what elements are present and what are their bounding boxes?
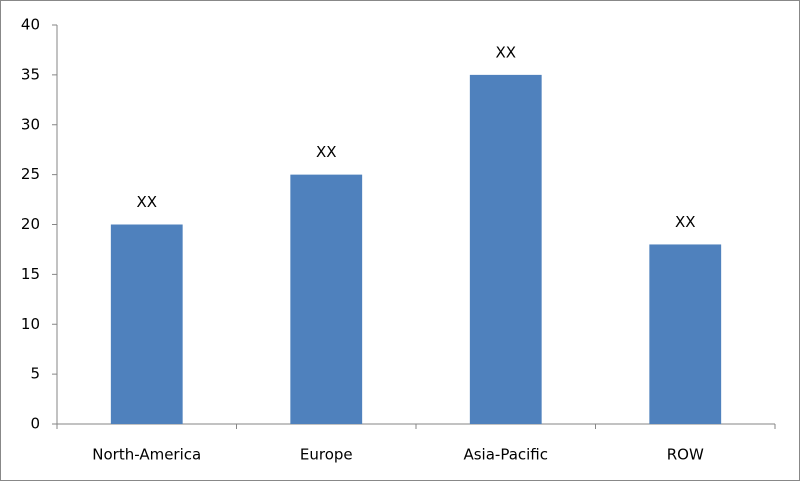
data-label: XX bbox=[495, 43, 516, 61]
y-tick-label: 0 bbox=[30, 415, 40, 433]
bar bbox=[469, 74, 542, 424]
bar bbox=[649, 244, 722, 424]
x-tick-label: Asia-Pacific bbox=[463, 446, 548, 464]
x-tick-label: Europe bbox=[300, 446, 353, 464]
y-tick-label: 10 bbox=[21, 315, 40, 333]
y-tick-label: 30 bbox=[21, 115, 40, 133]
data-label: XX bbox=[316, 143, 337, 161]
x-tick-label: ROW bbox=[667, 446, 704, 464]
x-tick-label: North-America bbox=[92, 446, 201, 464]
y-tick-label: 35 bbox=[21, 65, 40, 83]
y-tick-label: 15 bbox=[21, 265, 40, 283]
y-tick-label: 20 bbox=[21, 215, 40, 233]
bar bbox=[110, 224, 183, 424]
bar bbox=[290, 174, 363, 424]
data-label: XX bbox=[136, 193, 157, 211]
y-tick-label: 5 bbox=[30, 365, 40, 383]
y-tick-label: 40 bbox=[21, 16, 40, 34]
y-tick-label: 25 bbox=[21, 165, 40, 183]
data-label: XX bbox=[675, 213, 696, 231]
